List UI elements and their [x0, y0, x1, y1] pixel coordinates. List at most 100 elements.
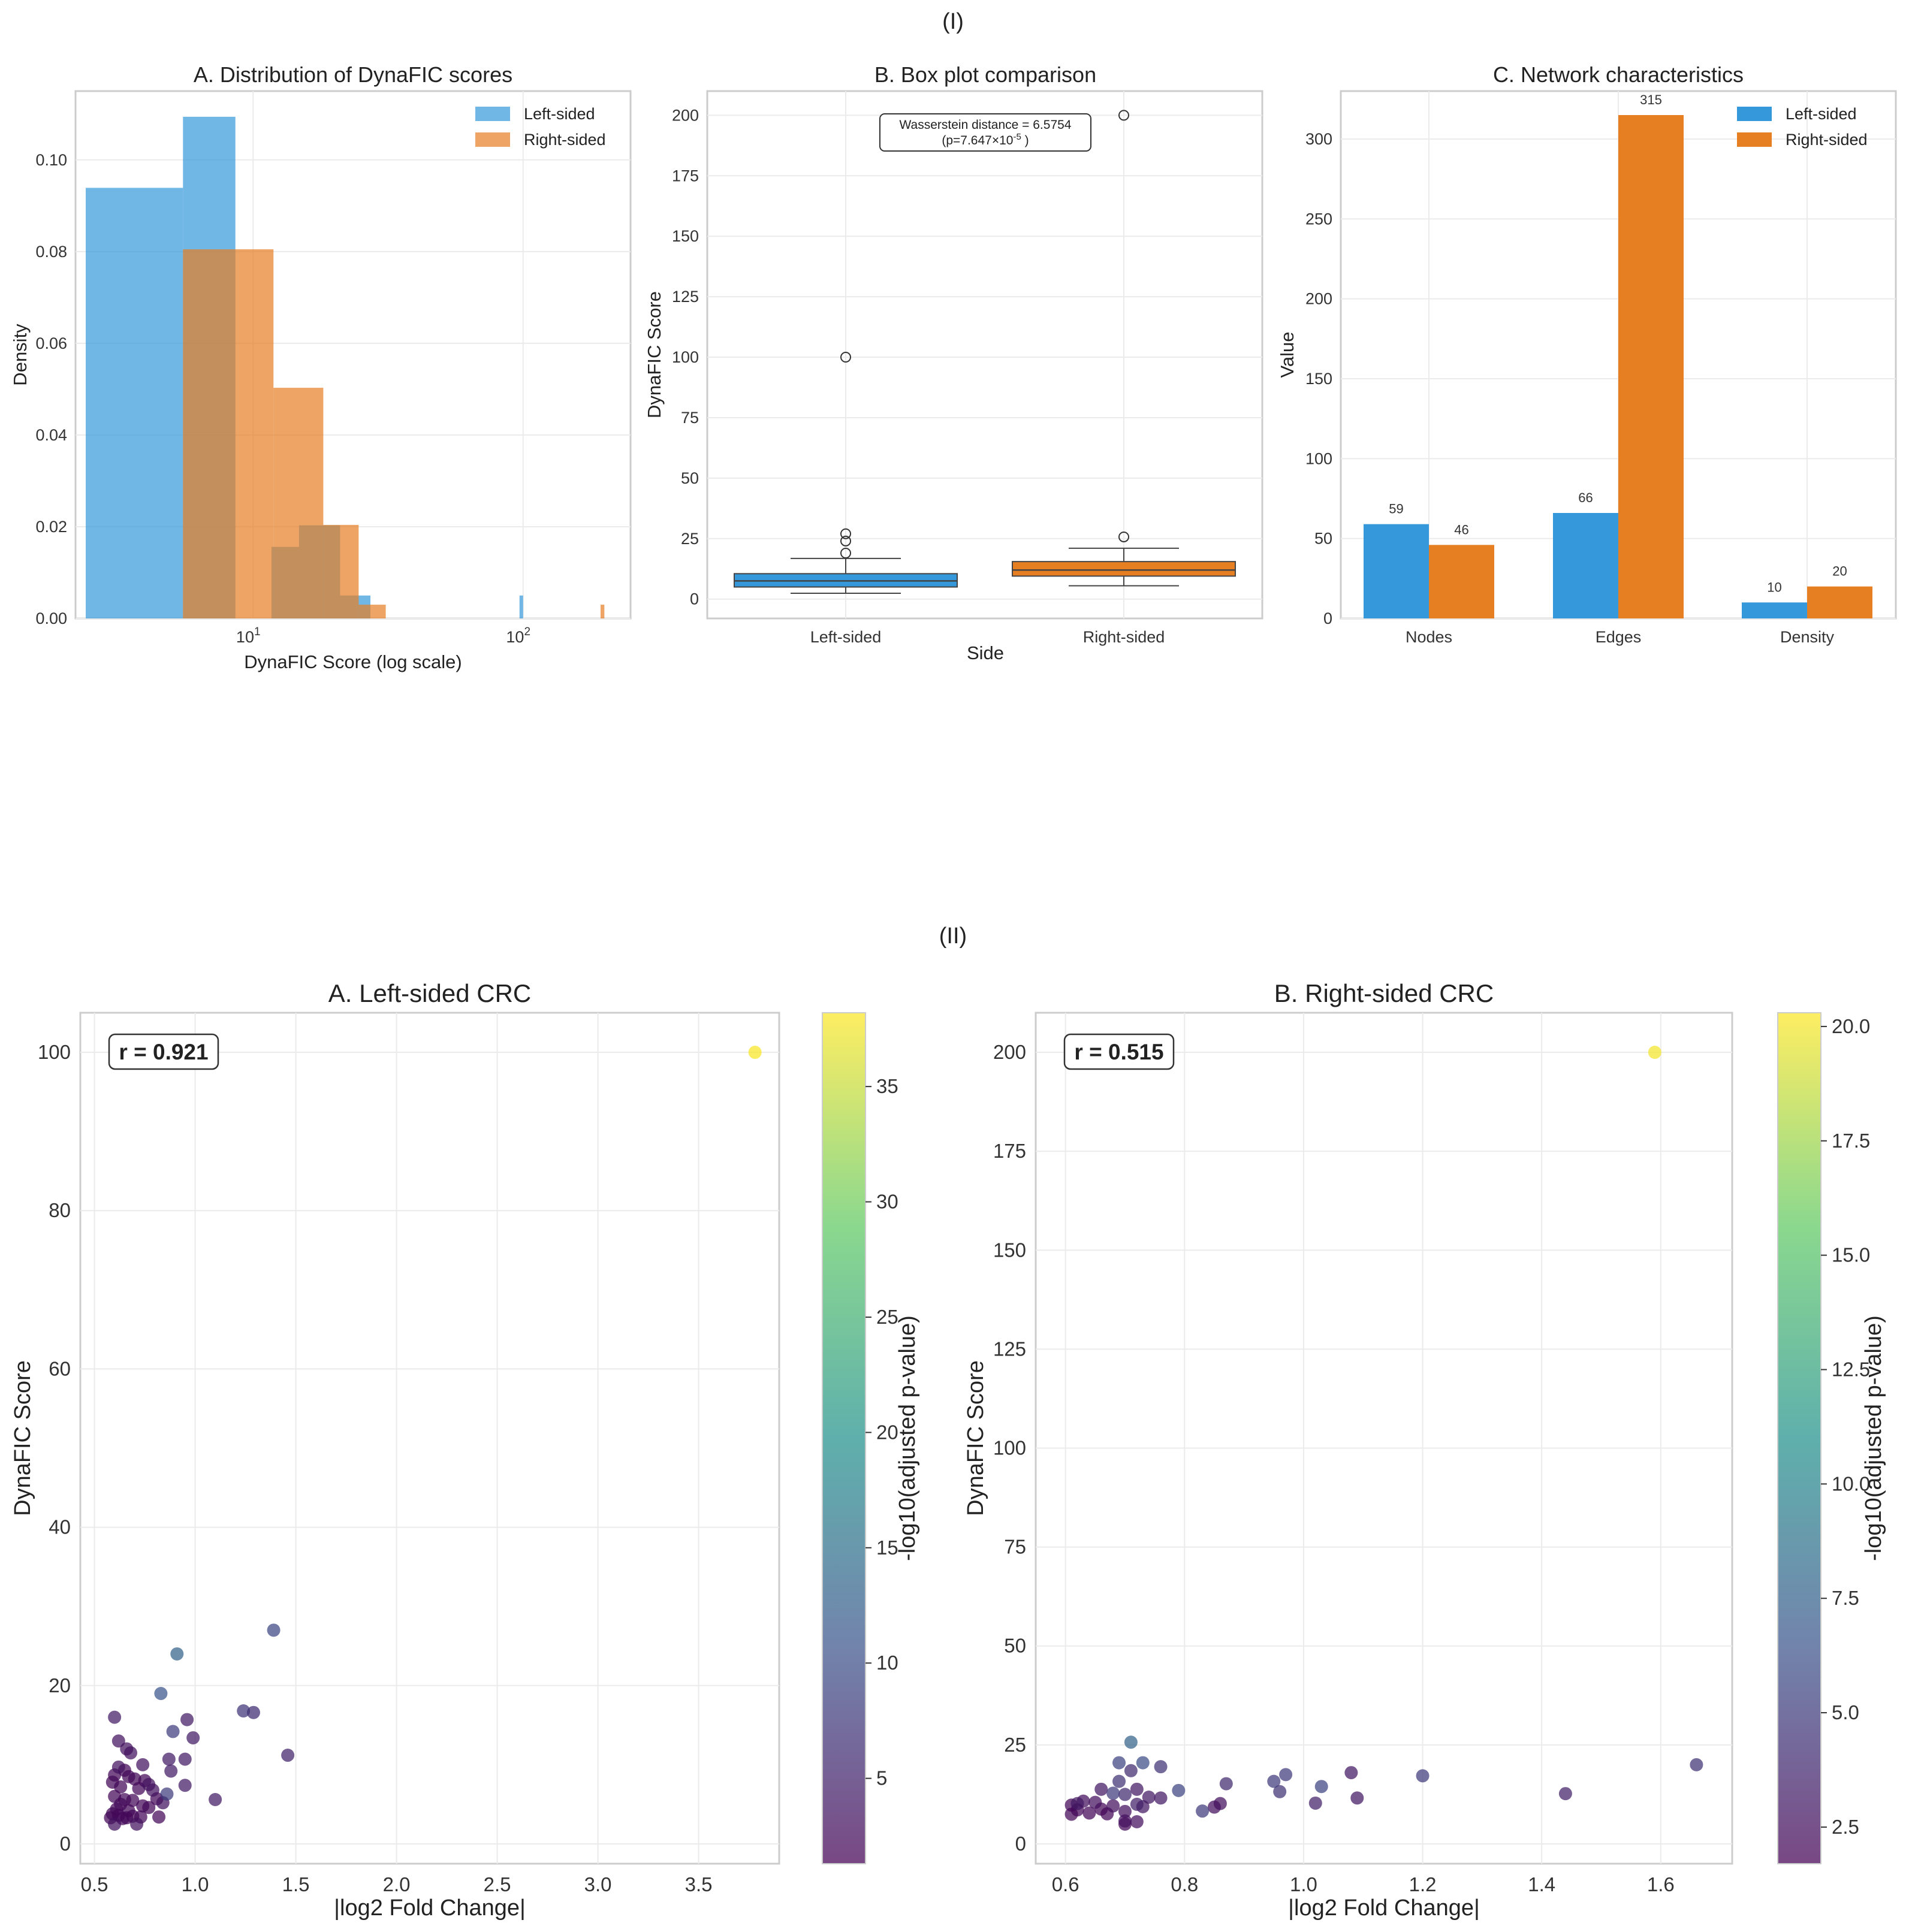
x-tick-label: 1.6 [1647, 1873, 1675, 1895]
scatter-point [246, 1705, 260, 1719]
colorbar-tick-label: 10 [876, 1652, 898, 1674]
x-tick-label: 2.5 [484, 1873, 511, 1895]
bar-value-label: 315 [1640, 92, 1662, 107]
scatter-point [1172, 1783, 1186, 1797]
network-bars: 59 66 10 46 315 20 [1364, 92, 1872, 618]
panel-network: C. Network characteristics 59 66 10 46 315 20… [1277, 62, 1897, 646]
right-scatter-plot-area [1035, 1012, 1733, 1865]
annotation-distance: Wasserstein distance = 6.5754 [900, 118, 1072, 132]
scatter-point [1124, 1764, 1138, 1777]
x-tick-label: Left-sided [810, 628, 882, 646]
box-iqr [1012, 561, 1236, 577]
y-tick-label: 0 [60, 1833, 71, 1855]
x-tick-label: 0.5 [81, 1873, 108, 1895]
scatter-point [1648, 1046, 1661, 1059]
panel-right-scatter: B. Right-sided CRC 0 25 50 75 100 125 150 175 20… [963, 979, 1886, 1921]
colorbar-tick-label: 17.5 [1832, 1130, 1870, 1152]
histogram-bar-left [86, 188, 183, 618]
histogram-bar-right [358, 605, 386, 618]
histogram-bar-right [600, 605, 605, 618]
scatter-point [281, 1749, 295, 1762]
x-tick-label: Nodes [1406, 628, 1452, 646]
y-tick-label: 0.04 [35, 426, 67, 444]
scatter-point [1314, 1780, 1328, 1794]
bar-value-label: 10 [1767, 579, 1781, 594]
histogram-title: A. Distribution of DynaFIC scores [194, 62, 512, 87]
scatter-point [237, 1704, 251, 1718]
scatter-point [186, 1731, 200, 1744]
left-colorbar [822, 1012, 866, 1864]
right-scatter-y-ticks: 0 25 50 75 100 125 150 175 200 [993, 1041, 1026, 1855]
box-outlier [840, 535, 851, 547]
histogram-x-label: DynaFIC Score (log scale) [244, 651, 462, 672]
panel-histogram: A. Distribution of DynaFIC scores 0.000.… [10, 62, 632, 672]
histogram-y-label: Density [10, 324, 31, 386]
y-tick-label: 175 [993, 1140, 1026, 1162]
y-tick-label: 250 [1305, 210, 1332, 228]
scatter-point [124, 1746, 138, 1760]
right-colorbar-label: -log10(adjusted p-value) [1861, 1315, 1886, 1561]
right-correlation-label: r = 0.515 [1074, 1040, 1163, 1064]
scatter-point [1267, 1774, 1281, 1788]
colorbar-tick-label: 7.5 [1832, 1587, 1859, 1609]
scatter-point [142, 1801, 156, 1815]
right-scatter-title: B. Right-sided CRC [1274, 979, 1494, 1007]
x-tick-base: 10 [506, 628, 524, 646]
legend-label-left: Left-sided [1786, 105, 1857, 123]
scatter-point [1130, 1782, 1144, 1796]
network-x-ticks: Nodes Edges Density [1406, 628, 1835, 646]
boxplot-y-ticks: 0 25 50 75 100 125 150 175 200 [672, 106, 699, 608]
bar-value-label: 66 [1578, 490, 1593, 505]
scatter-point [1112, 1774, 1126, 1788]
boxplot-x-ticks: Left-sided Right-sided [810, 628, 1165, 646]
colorbar-tick-label: 15 [876, 1536, 898, 1559]
colorbar-tick-label: 12.5 [1832, 1358, 1870, 1380]
colorbar-tick-label: 35 [876, 1075, 898, 1097]
left-scatter-grid [80, 1013, 779, 1864]
right-scatter-grid [1036, 1013, 1732, 1864]
right-colorbar-ticks: 2.5 5.0 7.5 10.0 12.5 15.0 17.5 20.0 [1821, 1015, 1870, 1838]
histogram-legend: Left-sided Right-sided [475, 105, 606, 149]
box-outlier [840, 352, 851, 363]
colorbar-tick-label: 30 [876, 1191, 898, 1213]
scatter-point [108, 1817, 122, 1831]
y-tick-label: 150 [993, 1239, 1026, 1261]
y-tick-label: 150 [672, 227, 699, 245]
bar-right-edges [1618, 115, 1684, 618]
scatter-point [1106, 1799, 1120, 1813]
legend-label-left: Left-sided [524, 105, 595, 123]
colorbar-tick-label: 5 [876, 1767, 887, 1789]
histogram-bar-right [183, 249, 274, 618]
legend-swatch-right [1737, 132, 1772, 147]
annotation-box [879, 113, 1091, 152]
y-tick-label: 0.02 [35, 518, 67, 536]
y-tick-label: 200 [1305, 290, 1332, 308]
bar-value-label: 59 [1389, 502, 1403, 517]
left-scatter-y-label: DynaFIC Score [10, 1360, 35, 1516]
y-tick-label: 25 [681, 530, 699, 548]
y-tick-label: 200 [672, 106, 699, 124]
left-correlation-label: r = 0.921 [119, 1040, 208, 1064]
colorbar-tick-label: 5.0 [1832, 1701, 1859, 1723]
scatter-point [178, 1752, 192, 1766]
scatter-point [162, 1752, 176, 1766]
boxplot-grid [707, 91, 1262, 618]
x-tick-label: 3.5 [685, 1873, 713, 1895]
y-tick-label: 75 [1004, 1536, 1026, 1558]
box-outlier [840, 528, 851, 539]
left-scatter-plot-area [79, 1012, 780, 1865]
y-tick-label: 0 [1015, 1833, 1026, 1855]
scatter-point [1112, 1756, 1126, 1770]
scatter-point [126, 1794, 140, 1807]
x-tick-label: 2.0 [383, 1873, 411, 1895]
y-tick-label: 40 [49, 1516, 71, 1538]
scatter-point [1094, 1782, 1108, 1796]
scatter-point [1207, 1800, 1221, 1814]
y-tick-label: 125 [672, 288, 699, 306]
bar-left-density [1742, 602, 1807, 618]
scatter-point [1142, 1791, 1156, 1804]
network-y-label: Value [1277, 332, 1298, 378]
x-tick-label: 3.0 [584, 1873, 612, 1895]
y-tick-label: 125 [993, 1338, 1026, 1360]
y-tick-label: 25 [1004, 1734, 1026, 1756]
